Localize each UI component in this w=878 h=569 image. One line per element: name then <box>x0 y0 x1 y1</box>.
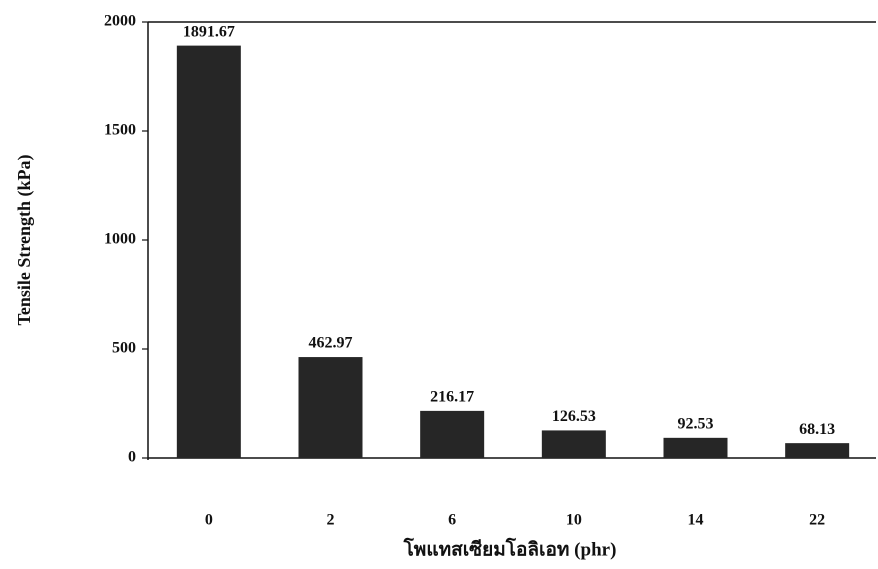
plot-frame <box>147 21 876 460</box>
y-tick-label: 500 <box>112 340 136 357</box>
x-axis-label: โพแทสเซียมโอลิเอท (phr) <box>403 537 617 560</box>
x-tick-label: 22 <box>809 512 825 529</box>
value-label: 462.97 <box>309 335 353 352</box>
value-label: 92.53 <box>678 416 714 433</box>
x-tick-label: 2 <box>327 512 335 529</box>
x-tick-label: 10 <box>566 512 582 529</box>
value-label: 216.17 <box>430 389 474 406</box>
value-label: 68.13 <box>799 421 835 438</box>
y-tick-label: 2000 <box>104 13 136 30</box>
bar <box>176 45 241 459</box>
bar <box>298 357 363 458</box>
x-tick-label: 6 <box>448 512 456 529</box>
y-tick-label: 1000 <box>104 231 136 248</box>
value-label: 126.53 <box>552 408 596 425</box>
bar <box>541 430 606 458</box>
value-label: 1891.67 <box>183 23 235 40</box>
y-axis-label: Tensile Strength (kPa) <box>14 154 35 325</box>
x-tick-label: 0 <box>205 512 213 529</box>
y-tick-label: 0 <box>128 449 136 466</box>
bar <box>785 443 850 458</box>
bar <box>663 437 728 458</box>
bar <box>420 410 485 458</box>
y-tick-label: 1500 <box>104 122 136 139</box>
x-tick-label: 14 <box>688 512 704 529</box>
